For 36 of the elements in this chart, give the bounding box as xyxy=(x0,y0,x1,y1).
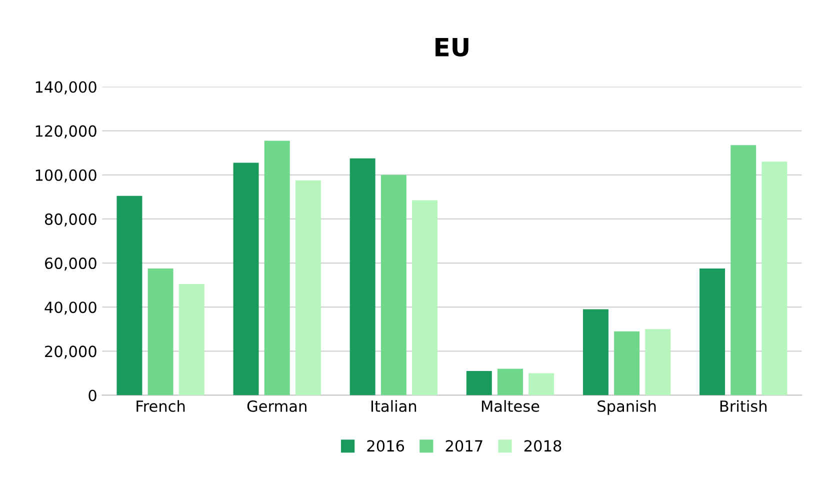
y-tick-label: 40,000 xyxy=(44,302,96,315)
bar xyxy=(614,331,640,396)
x-tick-label: Spanish xyxy=(598,400,656,415)
chart-title: EU xyxy=(436,38,468,57)
x-tick-label: Italian xyxy=(371,400,416,412)
bar xyxy=(233,162,259,396)
bar xyxy=(264,140,290,396)
bar xyxy=(645,329,671,396)
bar xyxy=(412,200,438,396)
x-tick-label: British xyxy=(720,400,767,412)
bar xyxy=(295,180,321,396)
bar xyxy=(582,309,608,396)
bar xyxy=(178,284,204,396)
bar xyxy=(528,373,554,396)
y-tick-label: 80,000 xyxy=(44,213,96,227)
bar xyxy=(497,368,523,396)
x-tick-label: Maltese xyxy=(482,400,540,412)
y-tick-label: 140,000 xyxy=(36,81,96,94)
bar xyxy=(380,174,406,396)
bar xyxy=(350,158,376,396)
x-tick-label: French xyxy=(136,400,185,412)
y-tick-label: 100,000 xyxy=(36,169,96,182)
y-tick-label: 0 xyxy=(88,390,96,402)
bar xyxy=(762,162,788,396)
bar xyxy=(730,145,756,396)
y-tick-label: 60,000 xyxy=(45,258,96,271)
bar xyxy=(700,268,726,396)
legend-label: 2017 xyxy=(446,440,482,452)
legend-label: 2016 xyxy=(367,440,404,452)
bar xyxy=(148,268,174,396)
x-tick-label: German xyxy=(247,400,306,412)
y-tick-label: 120,000 xyxy=(36,125,96,138)
legend-label: 2018 xyxy=(524,440,562,452)
bar xyxy=(466,371,492,396)
bar xyxy=(116,196,142,396)
y-tick-label: 20,000 xyxy=(45,346,96,359)
